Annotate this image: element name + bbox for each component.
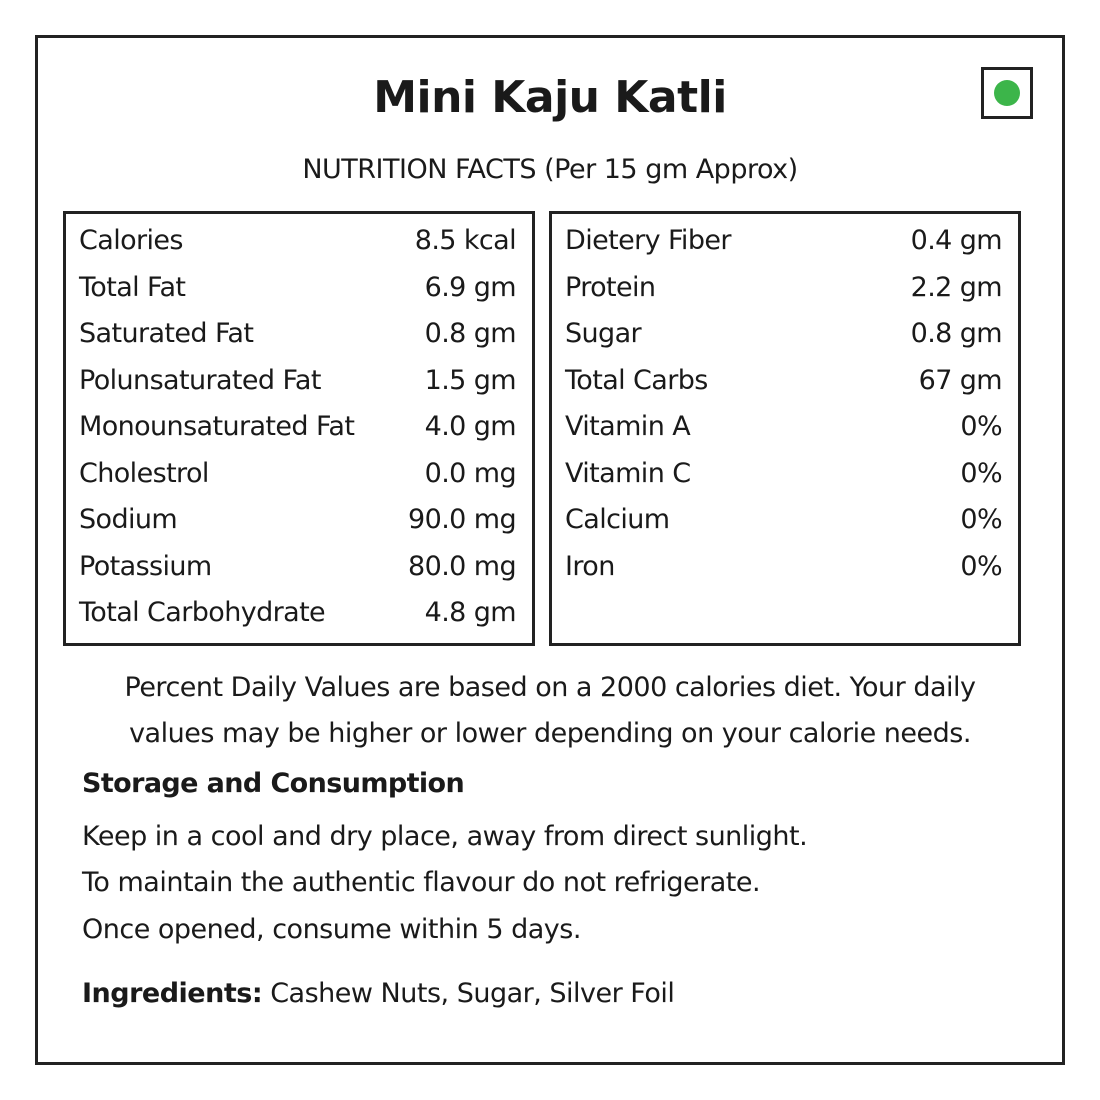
nutrient-value: 6.9 gm [424,271,517,303]
nutrient-row: Cholestrol 0.0 mg [79,457,517,498]
nutrient-row: Total Carbs 67 gm [565,364,1003,405]
product-title: Mini Kaju Katli [373,72,727,123]
nutrient-value: 80.0 mg [408,550,517,582]
nutrient-label: Polunsaturated Fat [79,364,321,396]
nutrition-table-right: Dietery Fiber 0.4 gm Protein 2.2 gm Sugar 0.8… [549,211,1021,646]
nutrient-label: Vitamin C [565,457,691,489]
nutrient-label: Total Carbs [565,364,708,396]
nutrient-value: 90.0 mg [408,504,517,535]
nutrient-row: Iron 0% [565,550,1003,591]
nutrient-row: Dietery Fiber 0.4 gm [565,225,1003,265]
nutrient-value: 0.8 gm [910,318,1003,349]
ingredients-value: Cashew Nuts, Sugar, Silver Foil [262,978,675,1009]
storage-line: Once opened, consume within 5 days. [82,914,581,945]
veg-mark-icon [981,67,1033,119]
nutrient-value: 0.8 gm [424,318,517,349]
nutrient-value: 1.5 gm [424,364,517,396]
nutrient-row: Calories 8.5 kcal [79,225,517,265]
nutrient-value: 0% [960,504,1002,535]
nutrient-label: Total Fat [79,271,186,303]
nutrient-value: 2.2 gm [910,271,1003,303]
nutrition-table-left: Calories 8.5 kcal Total Fat 6.9 gm Saturated… [63,211,535,646]
nutrient-row: Calcium 0% [565,504,1003,544]
nutrient-label: Calcium [565,504,670,535]
nutrient-row: Saturated Fat 0.8 gm [79,318,517,358]
nutrient-row: Potassium 80.0 mg [79,550,517,591]
nutrient-row: Polunsaturated Fat 1.5 gm [79,364,517,405]
nutrient-label: Cholestrol [79,457,209,489]
nutrient-value: 0.4 gm [910,225,1003,256]
storage-heading: Storage and Consumption [82,768,465,799]
nutrient-label: Dietery Fiber [565,225,731,256]
nutrient-row: Total Fat 6.9 gm [79,271,517,312]
nutrient-row: Total Carbohydrate 4.8 gm [79,597,517,637]
nutrient-label: Sugar [565,318,642,349]
nutrient-value: 4.0 gm [424,411,517,442]
nutrition-subtitle: NUTRITION FACTS (Per 15 gm Approx) [302,154,798,185]
nutrient-value: 0% [960,457,1002,489]
note-line: Percent Daily Values are based on a 2000… [124,672,977,703]
nutrient-value: 0% [960,550,1002,582]
nutrient-label: Total Carbohydrate [79,597,326,628]
daily-values-note: Percent Daily Values are based on a 2000… [60,665,1040,757]
nutrient-label: Calories [79,225,184,256]
nutrient-row: Vitamin C 0% [565,457,1003,498]
nutrient-label: Monounsaturated Fat [79,411,355,442]
nutrient-label: Sodium [79,504,178,535]
nutrient-row: Vitamin A 0% [565,411,1003,451]
nutrient-label: Vitamin A [565,411,691,442]
nutrient-label: Iron [565,550,615,582]
ingredients-label: Ingredients: [82,978,263,1009]
nutrient-row: Sodium 90.0 mg [79,504,517,544]
nutrient-row: Sugar 0.8 gm [565,318,1003,358]
storage-line: Keep in a cool and dry place, away from … [82,821,808,852]
note-line: values may be higher or lower depending … [129,718,971,749]
nutrient-label: Saturated Fat [79,318,254,349]
veg-dot [994,80,1020,106]
nutrient-label: Potassium [79,550,212,582]
nutrient-value: 0% [960,411,1002,442]
nutrient-row: Protein 2.2 gm [565,271,1003,312]
nutrient-value: 4.8 gm [424,597,517,628]
nutrient-value: 8.5 kcal [414,225,517,256]
nutrient-value: 67 gm [918,364,1003,396]
nutrient-label: Protein [565,271,656,303]
label-border [35,35,1065,1065]
nutrient-row: Monounsaturated Fat 4.0 gm [79,411,517,451]
nutrient-value: 0.0 mg [424,457,517,489]
storage-line: To maintain the authentic flavour do not… [82,867,761,898]
ingredients: Ingredients: Cashew Nuts, Sugar, Silver … [82,978,675,1009]
